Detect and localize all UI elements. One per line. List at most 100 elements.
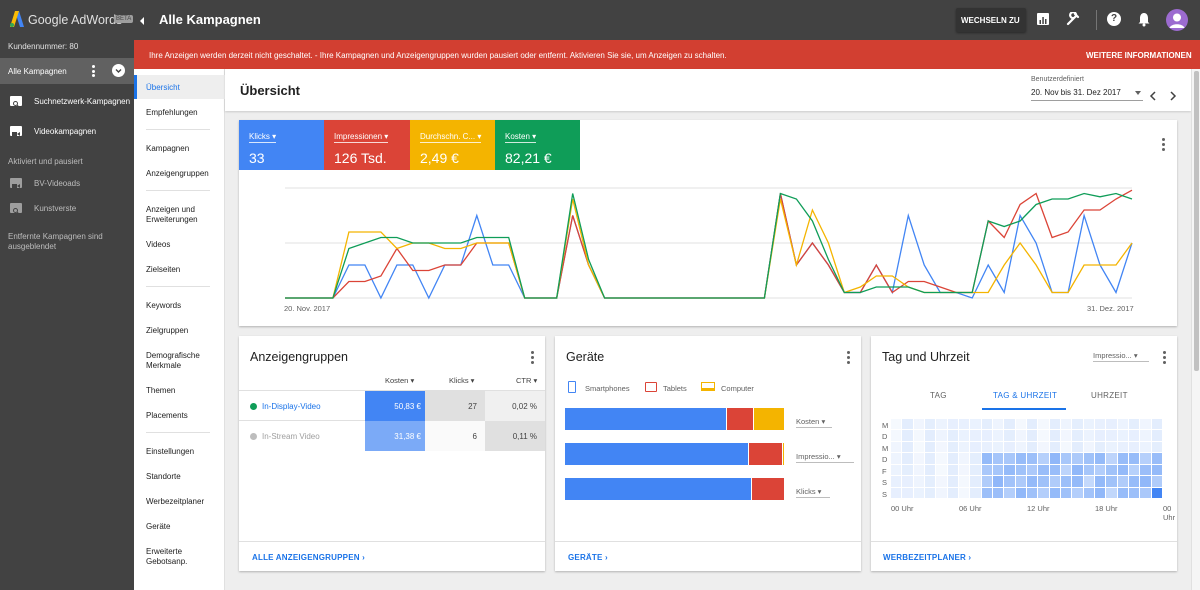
heatmap-cell[interactable]: [970, 464, 981, 476]
heatmap-cell[interactable]: [1151, 441, 1162, 453]
heatmap-cell[interactable]: [993, 430, 1004, 441]
heatmap-cell[interactable]: [1095, 453, 1106, 464]
subnav-item-placements[interactable]: Placements: [146, 411, 188, 420]
heatmap-cell[interactable]: [1095, 441, 1106, 453]
heatmap-cell[interactable]: [1117, 476, 1128, 487]
heatmap-cell[interactable]: [891, 487, 902, 498]
heatmap-cell[interactable]: [1117, 441, 1128, 453]
heatmap-cell[interactable]: [1004, 441, 1015, 453]
heatmap-cell[interactable]: [1083, 464, 1094, 476]
heatmap-cell[interactable]: [1106, 476, 1117, 487]
heatmap-cell[interactable]: [970, 453, 981, 464]
heatmap-cell[interactable]: [1117, 464, 1128, 476]
heatmap-cell[interactable]: [981, 476, 992, 487]
more-info-link[interactable]: WEITERE INFORMATIONEN: [1086, 51, 1192, 60]
heatmap-cell[interactable]: [902, 464, 913, 476]
heatmap-cell[interactable]: [902, 453, 913, 464]
devices-menu-icon[interactable]: [847, 351, 850, 366]
daytime-metric-select[interactable]: Impressio... ▾: [1093, 350, 1149, 362]
expand-circle-icon[interactable]: [112, 64, 125, 77]
subnav-item-advanced-bid-adj[interactable]: Erweiterte Gebotsanp.: [146, 547, 188, 566]
heatmap-cell[interactable]: [959, 487, 970, 498]
scrollbar-thumb[interactable]: [1194, 71, 1199, 371]
heatmap-cell[interactable]: [1072, 476, 1083, 487]
heatmap-cell[interactable]: [925, 476, 936, 487]
subnav-item-landing-pages[interactable]: Zielseiten: [146, 265, 181, 274]
heatmap-cell[interactable]: [1106, 419, 1117, 430]
heatmap-cell[interactable]: [1004, 476, 1015, 487]
heatmap-cell[interactable]: [1049, 476, 1060, 487]
heatmap-cell[interactable]: [891, 419, 902, 430]
heatmap-cell[interactable]: [1038, 419, 1049, 430]
table-row[interactable]: In-Stream Video 31,38 € 6 0,11 %: [239, 421, 545, 451]
heatmap-cell[interactable]: [936, 419, 947, 430]
heatmap-cell[interactable]: [947, 476, 958, 487]
heatmap-cell[interactable]: [925, 464, 936, 476]
heatmap-cell[interactable]: [981, 453, 992, 464]
heatmap-cell[interactable]: [993, 464, 1004, 476]
heatmap-cell[interactable]: [1151, 464, 1162, 476]
heatmap-cell[interactable]: [913, 441, 924, 453]
heatmap-cell[interactable]: [1061, 487, 1072, 498]
metric-tile-impressions[interactable]: Impressionen ▾ 126 Tsd.: [324, 120, 410, 170]
heatmap-cell[interactable]: [1106, 430, 1117, 441]
notifications-bell-icon[interactable]: [1137, 11, 1151, 27]
heatmap-cell[interactable]: [1015, 476, 1026, 487]
heatmap-cell[interactable]: [1106, 441, 1117, 453]
collapse-sidebar-icon[interactable]: [138, 14, 146, 26]
heatmap-cell[interactable]: [936, 430, 947, 441]
heatmap-cell[interactable]: [913, 430, 924, 441]
heatmap-cell[interactable]: [959, 441, 970, 453]
avatar[interactable]: [1166, 9, 1188, 31]
heatmap-cell[interactable]: [947, 419, 958, 430]
heatmap-cell[interactable]: [1004, 487, 1015, 498]
heatmap-cell[interactable]: [1038, 476, 1049, 487]
subnav-item-keywords[interactable]: Keywords: [146, 301, 182, 310]
heatmap-cell[interactable]: [1151, 487, 1162, 498]
heatmap-cell[interactable]: [1117, 487, 1128, 498]
subnav-item-demographics[interactable]: Demografische Merkmale: [146, 351, 200, 370]
metric-select-clicks[interactable]: Klicks ▾: [796, 486, 830, 498]
all-adgroups-link[interactable]: ALLE ANZEIGENGRUPPEN ›: [252, 553, 366, 562]
subnav-item-audiences[interactable]: Zielgruppen: [146, 326, 189, 335]
page-scrollbar[interactable]: [1191, 69, 1200, 590]
heatmap-cell[interactable]: [925, 430, 936, 441]
tab-day-hour[interactable]: TAG & UHRZEIT: [993, 391, 1058, 400]
heatmap-cell[interactable]: [913, 464, 924, 476]
table-row[interactable]: In-Display-Video 50,83 € 27 0,02 %: [239, 391, 545, 421]
heatmap-cell[interactable]: [1083, 453, 1094, 464]
heatmap-cell[interactable]: [1049, 487, 1060, 498]
heatmap-cell[interactable]: [1072, 464, 1083, 476]
heatmap-cell[interactable]: [1027, 419, 1038, 430]
subnav-item-recommendations[interactable]: Empfehlungen: [146, 108, 198, 117]
heatmap-cell[interactable]: [1015, 487, 1026, 498]
heatmap-cell[interactable]: [891, 441, 902, 453]
heatmap-cell[interactable]: [1072, 419, 1083, 430]
heatmap-cell[interactable]: [1140, 464, 1151, 476]
heatmap-cell[interactable]: [891, 430, 902, 441]
heatmap-cell[interactable]: [1083, 441, 1094, 453]
heatmap-cell[interactable]: [1129, 464, 1140, 476]
sidebar-item-video-campaigns[interactable]: Videokampagnen: [0, 122, 134, 142]
heatmap-cell[interactable]: [1015, 453, 1026, 464]
heatmap-cell[interactable]: [993, 453, 1004, 464]
heatmap-cell[interactable]: [1072, 453, 1083, 464]
heatmap-cell[interactable]: [993, 487, 1004, 498]
heatmap-cell[interactable]: [1117, 453, 1128, 464]
sidebar-item-bv-videoads[interactable]: BV-Videoads: [0, 175, 134, 193]
heatmap-cell[interactable]: [970, 476, 981, 487]
heatmap-cell[interactable]: [981, 419, 992, 430]
heatmap-cell[interactable]: [993, 441, 1004, 453]
heatmap-cell[interactable]: [1072, 430, 1083, 441]
heatmap-cell[interactable]: [1083, 487, 1094, 498]
heatmap-cell[interactable]: [925, 487, 936, 498]
heatmap-cell[interactable]: [1140, 453, 1151, 464]
more-vert-icon[interactable]: [92, 65, 95, 77]
heatmap-cell[interactable]: [981, 487, 992, 498]
subnav-item-locations[interactable]: Standorte: [146, 472, 181, 481]
heatmap-cell[interactable]: [1004, 453, 1015, 464]
heatmap-cell[interactable]: [1027, 453, 1038, 464]
heatmap-cell[interactable]: [1049, 464, 1060, 476]
metric-tile-clicks[interactable]: Klicks ▾ 33: [239, 120, 324, 170]
heatmap-cell[interactable]: [1061, 441, 1072, 453]
